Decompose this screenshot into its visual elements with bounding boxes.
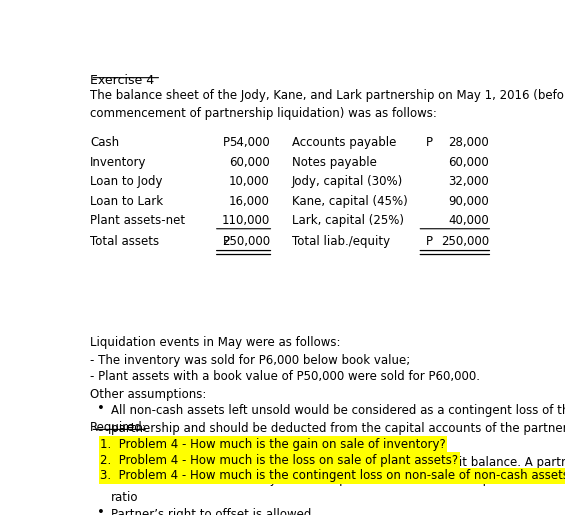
Text: 1.  Problem 4 - How much is the gain on sale of inventory?: 1. Problem 4 - How much is the gain on s… (100, 438, 446, 451)
Text: Partner’s right to offset is allowed.: Partner’s right to offset is allowed. (111, 507, 315, 515)
Text: 60,000: 60,000 (229, 156, 270, 169)
Text: - Plant assets with a book value of P50,000 were sold for P60,000.: - Plant assets with a book value of P50,… (90, 370, 480, 383)
Text: - The inventory was sold for P6,000 below book value;: - The inventory was sold for P6,000 belo… (90, 354, 411, 367)
Text: •: • (97, 506, 105, 515)
Text: Notes payable: Notes payable (292, 156, 377, 169)
Text: 250,000: 250,000 (441, 235, 489, 248)
Text: 40,000: 40,000 (448, 214, 489, 227)
Text: 28,000: 28,000 (448, 136, 489, 149)
Text: Total assets: Total assets (90, 235, 159, 248)
Text: Loan to Jody: Loan to Jody (90, 175, 163, 188)
Text: 16,000: 16,000 (229, 195, 270, 208)
Text: P: P (426, 235, 433, 248)
Text: 10,000: 10,000 (229, 175, 270, 188)
Text: 250,000: 250,000 (221, 235, 270, 248)
Text: Liquidation events in May were as follows:: Liquidation events in May were as follow… (90, 336, 341, 349)
Text: Accounts payable: Accounts payable (292, 136, 396, 149)
Text: Exercise 4: Exercise 4 (90, 75, 154, 88)
Text: 110,000: 110,000 (221, 214, 270, 227)
Text: Cash: Cash (90, 136, 119, 149)
Text: 3.  Problem 4 - How much is the contingent loss on non-sale of non-cash assets?: 3. Problem 4 - How much is the contingen… (100, 470, 565, 483)
Text: Inventory: Inventory (90, 156, 147, 169)
Text: Total liab./equity: Total liab./equity (292, 235, 390, 248)
Text: Loan to Lark: Loan to Lark (90, 195, 163, 208)
Text: 2.  Problem 4 - How much is the loss on sale of plant assets?: 2. Problem 4 - How much is the loss on s… (100, 454, 458, 467)
Text: P: P (223, 136, 229, 149)
Text: Lark, capital (25%): Lark, capital (25%) (292, 214, 404, 227)
Text: All non-cash assets left unsold would be considered as a contingent loss of the
: All non-cash assets left unsold would be… (111, 404, 565, 452)
Text: P: P (426, 136, 433, 149)
Text: 54,000: 54,000 (229, 136, 270, 149)
Text: P: P (223, 235, 229, 248)
Text: Plant assets-net: Plant assets-net (90, 214, 185, 227)
Text: •: • (97, 402, 105, 416)
Text: Jody, capital (30%): Jody, capital (30%) (292, 175, 403, 188)
Text: The balance sheet of the Jody, Kane, and Lark partnership on May 1, 2016 (before: The balance sheet of the Jody, Kane, and… (90, 89, 565, 121)
Text: Other assumptions:: Other assumptions: (90, 388, 207, 401)
Text: Kane, capital (45%): Kane, capital (45%) (292, 195, 407, 208)
Text: •: • (97, 454, 105, 467)
Text: 90,000: 90,000 (448, 195, 489, 208)
Text: Required:: Required: (90, 421, 147, 434)
Text: 60,000: 60,000 (448, 156, 489, 169)
Text: No additional cash contribution from a partner with a deficit balance. A partner: No additional cash contribution from a p… (111, 456, 565, 504)
Text: 32,000: 32,000 (448, 175, 489, 188)
